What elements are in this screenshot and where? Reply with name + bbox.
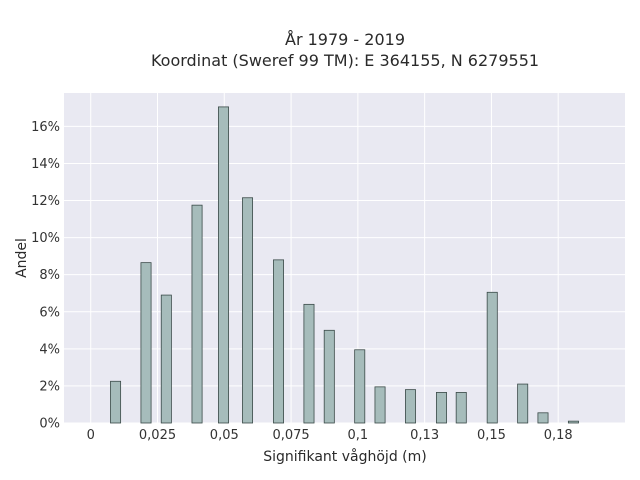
bar-17 xyxy=(567,420,579,424)
x-tick-label-7: 0,18 xyxy=(544,428,573,443)
y-tick-label-4: 8% xyxy=(39,268,60,283)
y-tick-label-3: 6% xyxy=(39,305,60,320)
x-axis-title: Signifikant våghöjd (m) xyxy=(263,448,426,465)
bars xyxy=(110,106,579,424)
y-axis-ticks: 0% 2% 4% 6% 8% 10% 12% 14% 16% xyxy=(31,120,60,432)
bar-6 xyxy=(273,259,284,424)
bar-9 xyxy=(354,349,366,424)
x-tick-label-5: 0,13 xyxy=(410,428,439,443)
bar-12 xyxy=(435,392,447,424)
bar-8 xyxy=(323,329,335,424)
bar-2 xyxy=(160,294,172,424)
bar-0 xyxy=(110,380,122,424)
x-tick-label-6: 0,15 xyxy=(477,428,506,443)
y-tick-label-0: 0% xyxy=(39,417,60,432)
y-tick-label-1: 2% xyxy=(39,379,60,394)
bar-1 xyxy=(140,262,152,424)
bar-14 xyxy=(486,291,498,424)
chart-title-line1: År 1979 - 2019 xyxy=(285,30,405,49)
x-tick-label-1: 0,025 xyxy=(139,428,176,443)
bar-16 xyxy=(537,412,549,424)
x-tick-label-3: 0,075 xyxy=(272,428,309,443)
x-axis-ticks: 0 0,025 0,05 0,075 0,1 0,13 0,15 0,18 xyxy=(87,428,573,443)
bar-4 xyxy=(218,106,229,424)
bar-15 xyxy=(517,383,529,424)
bar-7 xyxy=(303,303,315,424)
y-tick-label-6: 12% xyxy=(31,194,60,209)
x-tick-label-2: 0,05 xyxy=(210,428,239,443)
chart-title-line2: Koordinat (Sweref 99 TM): E 364155, N 62… xyxy=(151,51,539,70)
bar-11 xyxy=(405,389,416,424)
bar-10 xyxy=(374,386,386,424)
x-tick-label-4: 0,1 xyxy=(348,428,369,443)
y-tick-label-5: 10% xyxy=(31,231,60,246)
y-axis-title: Andel xyxy=(14,238,30,278)
y-tick-label-2: 4% xyxy=(39,342,60,357)
y-tick-label-8: 16% xyxy=(31,120,60,135)
y-tick-label-7: 14% xyxy=(31,157,60,172)
bar-13 xyxy=(455,392,467,424)
bar-3 xyxy=(191,204,203,424)
x-tick-label-0: 0 xyxy=(87,428,95,443)
bar-5 xyxy=(242,197,254,424)
